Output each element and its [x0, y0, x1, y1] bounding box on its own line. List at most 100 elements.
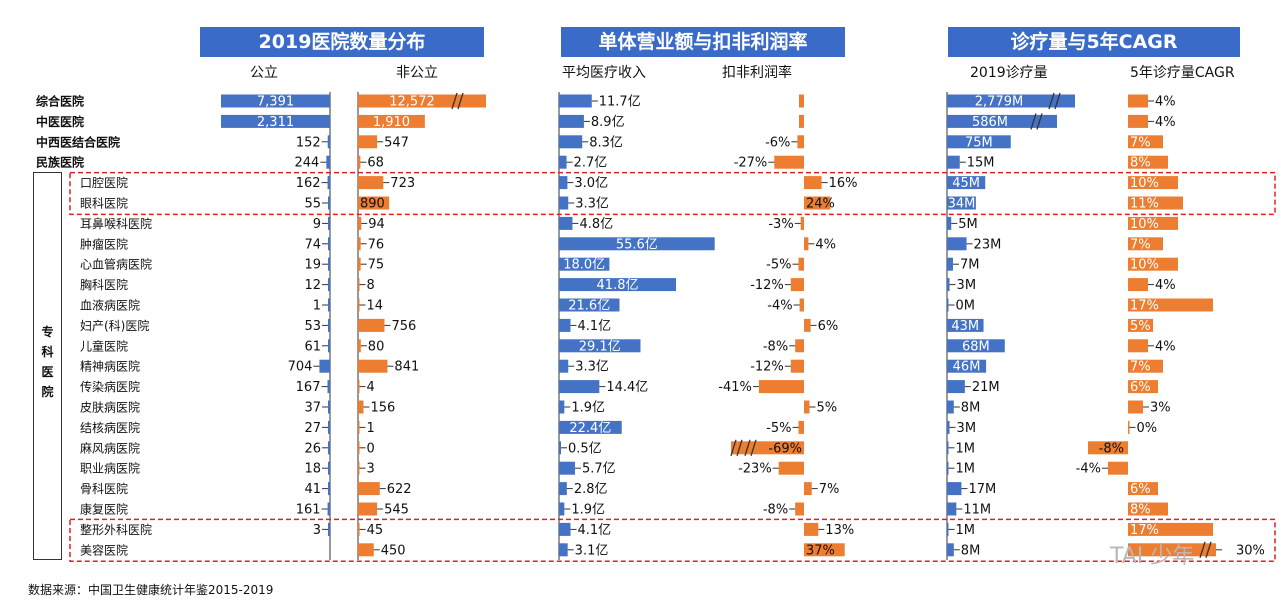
- revenue-value-label: 21.6亿: [568, 299, 610, 314]
- private-value-label: 1: [367, 421, 375, 436]
- revenue-bar: [559, 237, 715, 251]
- cagr-value-label: 7%: [1130, 135, 1151, 150]
- revenue-value-label: 3.3亿: [575, 197, 609, 212]
- private-value-label: 45: [367, 523, 384, 538]
- revenue-value-label: 4.1亿: [577, 319, 611, 334]
- header-revenue-margin: 单体营业额与扣非利润率: [561, 27, 845, 57]
- visits-value-label: 15M: [967, 156, 995, 171]
- category-label: 精神病医院: [80, 359, 140, 374]
- revenue-bar: [559, 502, 565, 516]
- margin-value-label: 37%: [806, 543, 835, 558]
- data-source-note: 数据来源：中国卫生健康统计年鉴2015-2019: [28, 583, 274, 597]
- revenue-value-label: 29.1亿: [579, 339, 621, 354]
- revenue-value-label: 3.1亿: [575, 543, 609, 558]
- revenue-bar: [559, 257, 610, 271]
- cagr-bar: [1128, 298, 1213, 312]
- private-bar: [358, 298, 360, 312]
- visits-value-label: 8M: [961, 543, 981, 558]
- public-bar: [326, 155, 330, 169]
- highlight-box-plastic-cosmetic: [69, 518, 1276, 562]
- margin-value-label: -69%: [768, 441, 802, 456]
- cagr-bar: [1128, 278, 1148, 292]
- cagr-value-label: -4%: [1076, 462, 1101, 477]
- revenue-bar: [559, 420, 622, 434]
- visits-bar: [947, 543, 954, 557]
- public-bar: [328, 522, 330, 536]
- private-bar: [358, 237, 361, 251]
- visits-bar: [947, 216, 952, 230]
- revenue-bar: [559, 318, 571, 332]
- category-label: 血液病医院: [80, 298, 140, 313]
- public-bar: [328, 400, 330, 414]
- private-bar: [358, 339, 361, 353]
- revenue-value-label: 2.8亿: [574, 482, 608, 497]
- subheader-avg-revenue: 平均医疗收入: [562, 65, 646, 81]
- public-value-label: 162: [296, 176, 321, 191]
- private-bar: [358, 135, 378, 149]
- private-axis-break: [457, 92, 464, 110]
- public-bar: [221, 114, 330, 128]
- visits-bar: [947, 502, 957, 516]
- category-label: 儿童医院: [80, 338, 128, 353]
- margin-bar: [797, 135, 804, 149]
- public-bar: [328, 339, 330, 353]
- visits-bar: [947, 359, 987, 373]
- cagr-bar: [1128, 420, 1130, 434]
- margin-axis-break: [736, 439, 743, 456]
- public-value-label: 704: [288, 360, 313, 375]
- cagr-value-label: 6%: [1130, 482, 1151, 497]
- category-label: 妇产(科)医院: [80, 319, 149, 333]
- public-bar: [328, 237, 330, 251]
- public-bar: [328, 318, 330, 332]
- public-bar: [319, 359, 330, 373]
- private-value-label: 76: [368, 237, 385, 252]
- header-hospital-count: 2019医院数量分布: [200, 27, 484, 57]
- visits-value-label: 75M: [965, 135, 993, 150]
- margin-value-label: -12%: [750, 360, 784, 375]
- visits-axis-break: [1030, 113, 1037, 130]
- visits-bar: [947, 114, 1057, 128]
- private-bar: [358, 380, 360, 394]
- subheader-visits-2019: 2019诊疗量: [970, 65, 1048, 81]
- watermark: TAI 少年: [1110, 544, 1195, 569]
- public-value-label: 18: [304, 462, 321, 477]
- cagr-value-label: 8%: [1130, 503, 1151, 518]
- margin-bar: [798, 420, 804, 434]
- revenue-value-label: 5.7亿: [582, 462, 616, 477]
- visits-bar: [947, 380, 965, 394]
- private-bar: [358, 400, 364, 414]
- private-value-label: 1,910: [373, 115, 410, 130]
- margin-axis-break: [744, 439, 751, 456]
- margin-bar: [804, 196, 831, 210]
- cagr-value-label: 4%: [1155, 339, 1176, 354]
- revenue-value-label: 2.7亿: [574, 156, 608, 171]
- category-label: 口腔医院: [80, 175, 128, 190]
- visits-value-label: 45M: [952, 176, 980, 191]
- margin-bar: [804, 543, 845, 557]
- revenue-bar: [559, 380, 600, 394]
- visits-bar: [947, 196, 976, 210]
- margin-bar: [774, 155, 804, 169]
- visits-bar: [947, 441, 949, 455]
- margin-value-label: 13%: [825, 523, 854, 538]
- private-bar: [358, 155, 361, 169]
- cagr-value-label: 7%: [1130, 360, 1151, 375]
- category-label: 骨科医院: [80, 482, 128, 496]
- cagr-bar: [1128, 359, 1163, 373]
- visits-bar: [947, 135, 1011, 149]
- public-value-label: 2,311: [257, 115, 294, 130]
- private-bar: [358, 482, 380, 496]
- private-value-label: 68: [367, 156, 384, 171]
- revenue-bar: [559, 135, 583, 149]
- highlight-box-dental-eye: [69, 171, 1276, 216]
- cagr-value-label: 3%: [1150, 401, 1171, 416]
- margin-value-label: 6%: [818, 319, 839, 334]
- cagr-bar: [1128, 482, 1158, 496]
- private-value-label: 756: [391, 319, 416, 334]
- margin-bar: [804, 237, 809, 251]
- public-bar: [328, 441, 330, 455]
- margin-bar: [804, 482, 812, 496]
- public-value-label: 55: [304, 197, 321, 212]
- cagr-bar: [1128, 114, 1148, 128]
- margin-bar: [799, 298, 804, 312]
